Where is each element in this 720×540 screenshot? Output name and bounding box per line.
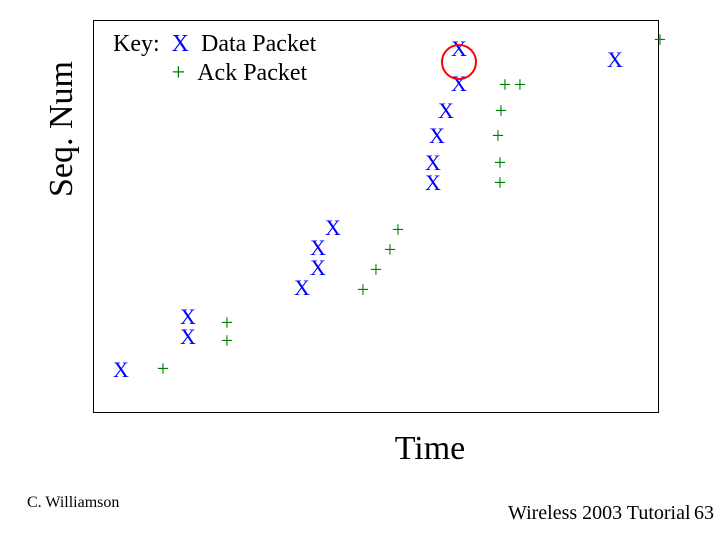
x-axis-label: Time	[330, 430, 530, 468]
data-point: X	[111, 358, 131, 382]
chart-legend: Key: X Data PacketKey: + Ack Packet	[113, 30, 316, 88]
data-point: X	[427, 124, 447, 148]
ack-point: +	[388, 218, 408, 242]
data-point: X	[323, 216, 343, 240]
footer-page: 63	[694, 502, 714, 525]
ack-point: +	[217, 311, 237, 335]
highlight-ring	[441, 44, 477, 80]
ack-point: +	[650, 28, 670, 52]
footer-source: Wireless 2003 Tutorial	[508, 502, 691, 525]
data-point: X	[423, 151, 443, 175]
ack-point: +	[490, 151, 510, 175]
ack-point: +	[488, 124, 508, 148]
footer-author: C. Williamson	[27, 494, 119, 512]
data-point: X	[605, 48, 625, 72]
data-point: X	[178, 305, 198, 329]
y-axis-label: Seq. Num	[43, 49, 81, 209]
ack-point: +	[510, 73, 530, 97]
ack-point: +	[491, 99, 511, 123]
ack-point: +	[153, 357, 173, 381]
data-point: X	[436, 99, 456, 123]
